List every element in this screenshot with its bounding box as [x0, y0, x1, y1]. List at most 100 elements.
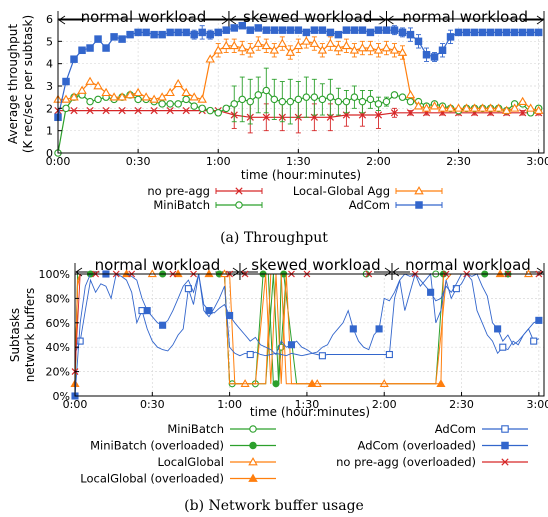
data-point — [307, 379, 317, 387]
legend-label: AdCom — [349, 198, 390, 212]
phase-label: normal workload — [95, 256, 221, 274]
data-point — [142, 28, 150, 37]
x-axis-label: time (hour:minutes) — [250, 405, 370, 419]
data-point — [62, 77, 70, 86]
data-point — [269, 45, 280, 54]
data-point — [436, 379, 446, 387]
data-point — [213, 45, 223, 54]
phase-label-background — [407, 9, 524, 26]
data-point — [427, 288, 435, 296]
data-point — [285, 47, 296, 56]
data-point — [205, 54, 215, 63]
series-adcom — [74, 272, 539, 360]
phase-label: skewed workload — [243, 8, 372, 26]
phase-label: skewed workload — [251, 256, 380, 274]
data-point — [470, 28, 479, 37]
data-point — [93, 81, 103, 90]
workload-phase-annotations: normal workload skewed workload normal wor… — [57, 8, 545, 28]
series-minibatch — [54, 67, 543, 157]
data-point — [437, 103, 448, 112]
y-tick-label: 0% — [53, 390, 70, 403]
phase-label-background — [409, 257, 526, 274]
data-point — [366, 28, 375, 37]
data-point — [270, 95, 279, 104]
x-tick-label: 1:00 — [206, 155, 231, 168]
data-point — [278, 26, 287, 34]
phase-arrow-head-left — [229, 15, 237, 25]
data-point — [190, 102, 198, 110]
legend-marker — [249, 441, 257, 450]
data-point — [118, 106, 126, 115]
data-point — [254, 91, 263, 99]
x-tick-label: 1:00 — [217, 398, 242, 411]
data-point — [390, 91, 399, 99]
axis-ticks: 0% 20% 40% 60% 80% 100% 0:00 0:30 1:00 1:30 2:00 2:… — [39, 268, 548, 411]
legend-label: MiniBatch — [167, 422, 224, 436]
data-point — [76, 337, 84, 345]
data-point — [86, 44, 94, 52]
data-point — [206, 106, 214, 115]
data-point — [422, 50, 431, 59]
data-point — [398, 93, 407, 101]
data-point — [94, 35, 102, 43]
legend-label: LocalGlobal (overloaded) — [80, 472, 224, 486]
data-point — [77, 85, 87, 94]
data-point — [70, 55, 78, 63]
data-point — [181, 87, 191, 97]
y-tick-label: 0 — [46, 147, 53, 160]
legend-label: LocalGlobal — [158, 455, 225, 469]
phase-arrow-head-right — [536, 15, 544, 25]
y-axis-label-line1: Average throughput — [6, 24, 20, 144]
data-point — [109, 92, 119, 101]
legend-marker — [414, 186, 424, 195]
data-point — [333, 43, 344, 52]
data-point — [382, 97, 391, 106]
data-point — [317, 45, 328, 54]
y-tick-label: 40% — [46, 341, 70, 354]
series-adcom — [54, 21, 543, 122]
network-buffer-chart: Subtasks network buffers normal workload… — [8, 256, 548, 514]
phase-label-background — [85, 9, 202, 26]
data-point — [358, 97, 367, 106]
plot-frame — [74, 273, 545, 397]
legend-marker — [248, 457, 258, 466]
legend-label: MiniBatch (overloaded) — [90, 439, 224, 453]
data-point — [445, 103, 456, 112]
legend-marker — [235, 201, 243, 209]
chart-caption: (a) Throughput — [220, 230, 328, 246]
series-local-global-agg — [53, 34, 544, 114]
data-point — [214, 28, 222, 37]
data-point — [230, 24, 238, 32]
phase-arrow-head-left — [58, 15, 66, 25]
y-tick-label: 3 — [46, 80, 53, 93]
data-point — [61, 94, 71, 103]
phase-label-background — [249, 9, 366, 26]
data-point — [478, 28, 487, 37]
series-layer — [53, 21, 544, 157]
data-point — [334, 30, 343, 39]
data-point — [477, 103, 488, 112]
data-point — [182, 106, 190, 115]
data-point — [246, 350, 254, 359]
x-tick-label: 1:30 — [286, 155, 311, 168]
data-point — [150, 30, 158, 39]
x-axis-label: time (hour:minutes) — [241, 168, 361, 182]
data-point — [526, 28, 535, 37]
legend: MiniBatch MiniBatch (overloaded) LocalGlob… — [80, 422, 528, 486]
data-point — [62, 104, 70, 113]
data-point — [237, 43, 248, 52]
data-point — [397, 47, 408, 56]
x-tick-label: 3:00 — [526, 155, 548, 168]
x-tick-label: 3:00 — [526, 398, 548, 411]
data-point — [525, 103, 536, 112]
data-point — [261, 40, 272, 50]
legend-label: AdCom — [435, 422, 476, 436]
data-point — [494, 28, 503, 37]
data-point — [310, 93, 319, 101]
data-point — [301, 36, 312, 45]
data-point — [101, 87, 111, 97]
data-point — [502, 28, 511, 37]
data-point — [206, 30, 214, 39]
data-point — [118, 35, 126, 43]
data-point — [318, 26, 327, 34]
